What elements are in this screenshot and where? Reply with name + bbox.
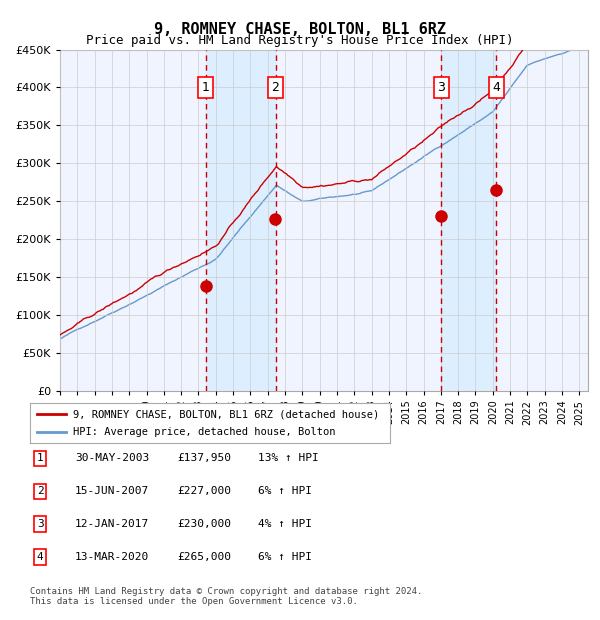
- Text: 3: 3: [437, 81, 445, 94]
- Text: Price paid vs. HM Land Registry's House Price Index (HPI): Price paid vs. HM Land Registry's House …: [86, 34, 514, 47]
- Text: 4% ↑ HPI: 4% ↑ HPI: [258, 519, 312, 529]
- Text: HPI: Average price, detached house, Bolton: HPI: Average price, detached house, Bolt…: [73, 427, 336, 437]
- Text: 30-MAY-2003: 30-MAY-2003: [75, 453, 149, 464]
- Text: Contains HM Land Registry data © Crown copyright and database right 2024.
This d: Contains HM Land Registry data © Crown c…: [30, 587, 422, 606]
- Text: 15-JUN-2007: 15-JUN-2007: [75, 486, 149, 497]
- Text: 6% ↑ HPI: 6% ↑ HPI: [258, 552, 312, 562]
- Text: 12-JAN-2017: 12-JAN-2017: [75, 519, 149, 529]
- Text: 6% ↑ HPI: 6% ↑ HPI: [258, 486, 312, 497]
- Bar: [206, 50, 275, 391]
- Text: 2: 2: [37, 486, 44, 497]
- Text: 3: 3: [37, 519, 44, 529]
- Text: 1: 1: [202, 81, 209, 94]
- Text: £137,950: £137,950: [177, 453, 231, 464]
- Text: 4: 4: [493, 81, 500, 94]
- Text: 9, ROMNEY CHASE, BOLTON, BL1 6RZ: 9, ROMNEY CHASE, BOLTON, BL1 6RZ: [154, 22, 446, 37]
- Bar: [442, 50, 496, 391]
- Text: £227,000: £227,000: [177, 486, 231, 497]
- Text: £265,000: £265,000: [177, 552, 231, 562]
- Text: 4: 4: [37, 552, 44, 562]
- Text: 1: 1: [37, 453, 44, 464]
- Text: 13% ↑ HPI: 13% ↑ HPI: [258, 453, 319, 464]
- Text: £230,000: £230,000: [177, 519, 231, 529]
- Text: 13-MAR-2020: 13-MAR-2020: [75, 552, 149, 562]
- Text: 9, ROMNEY CHASE, BOLTON, BL1 6RZ (detached house): 9, ROMNEY CHASE, BOLTON, BL1 6RZ (detach…: [73, 409, 379, 419]
- Text: 2: 2: [272, 81, 280, 94]
